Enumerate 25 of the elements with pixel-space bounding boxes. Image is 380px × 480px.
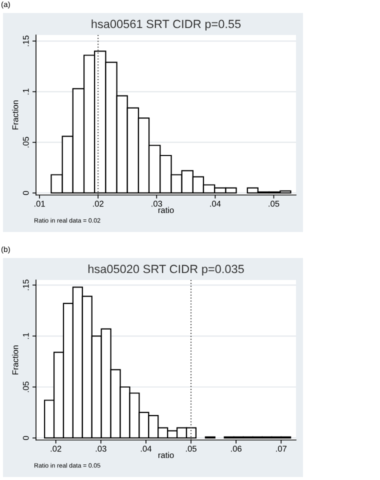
x-tick-label: .06 — [231, 446, 242, 452]
x-tick-label: .03 — [96, 446, 106, 452]
x-axis-title: ratio — [158, 452, 174, 458]
x-tick-label: .05 — [186, 446, 196, 452]
x-tick-label: .01 — [34, 200, 45, 207]
y-tick-label: .15 — [22, 280, 29, 290]
x-tick-label: .04 — [210, 200, 221, 207]
x-tick-label: .03 — [152, 200, 162, 207]
y-tick-label: 0 — [22, 436, 29, 440]
y-tick-label: .1 — [22, 88, 29, 94]
x-axis-title: ratio — [158, 206, 174, 214]
x-tick-label: .02 — [93, 200, 104, 207]
chart-title: hsa05020 SRT CIDR p=0.035 — [88, 264, 244, 276]
y-tick-label: .05 — [22, 136, 29, 148]
x-tick-label: .02 — [50, 446, 62, 452]
y-tick-label: .15 — [22, 36, 29, 46]
x-tick-label: .05 — [268, 200, 280, 207]
y-tick-label: .1 — [22, 332, 29, 339]
x-tick-label: .07 — [276, 446, 287, 452]
y-axis-title: Fraction — [12, 100, 18, 130]
chart-title: hsa00561 SRT CIDR p=0.55 — [92, 20, 241, 31]
y-axis-title: Fraction — [12, 345, 18, 374]
y-tick-label: .05 — [22, 382, 29, 392]
y-tick-label: 0 — [22, 190, 29, 195]
x-tick-label: .04 — [140, 446, 152, 452]
